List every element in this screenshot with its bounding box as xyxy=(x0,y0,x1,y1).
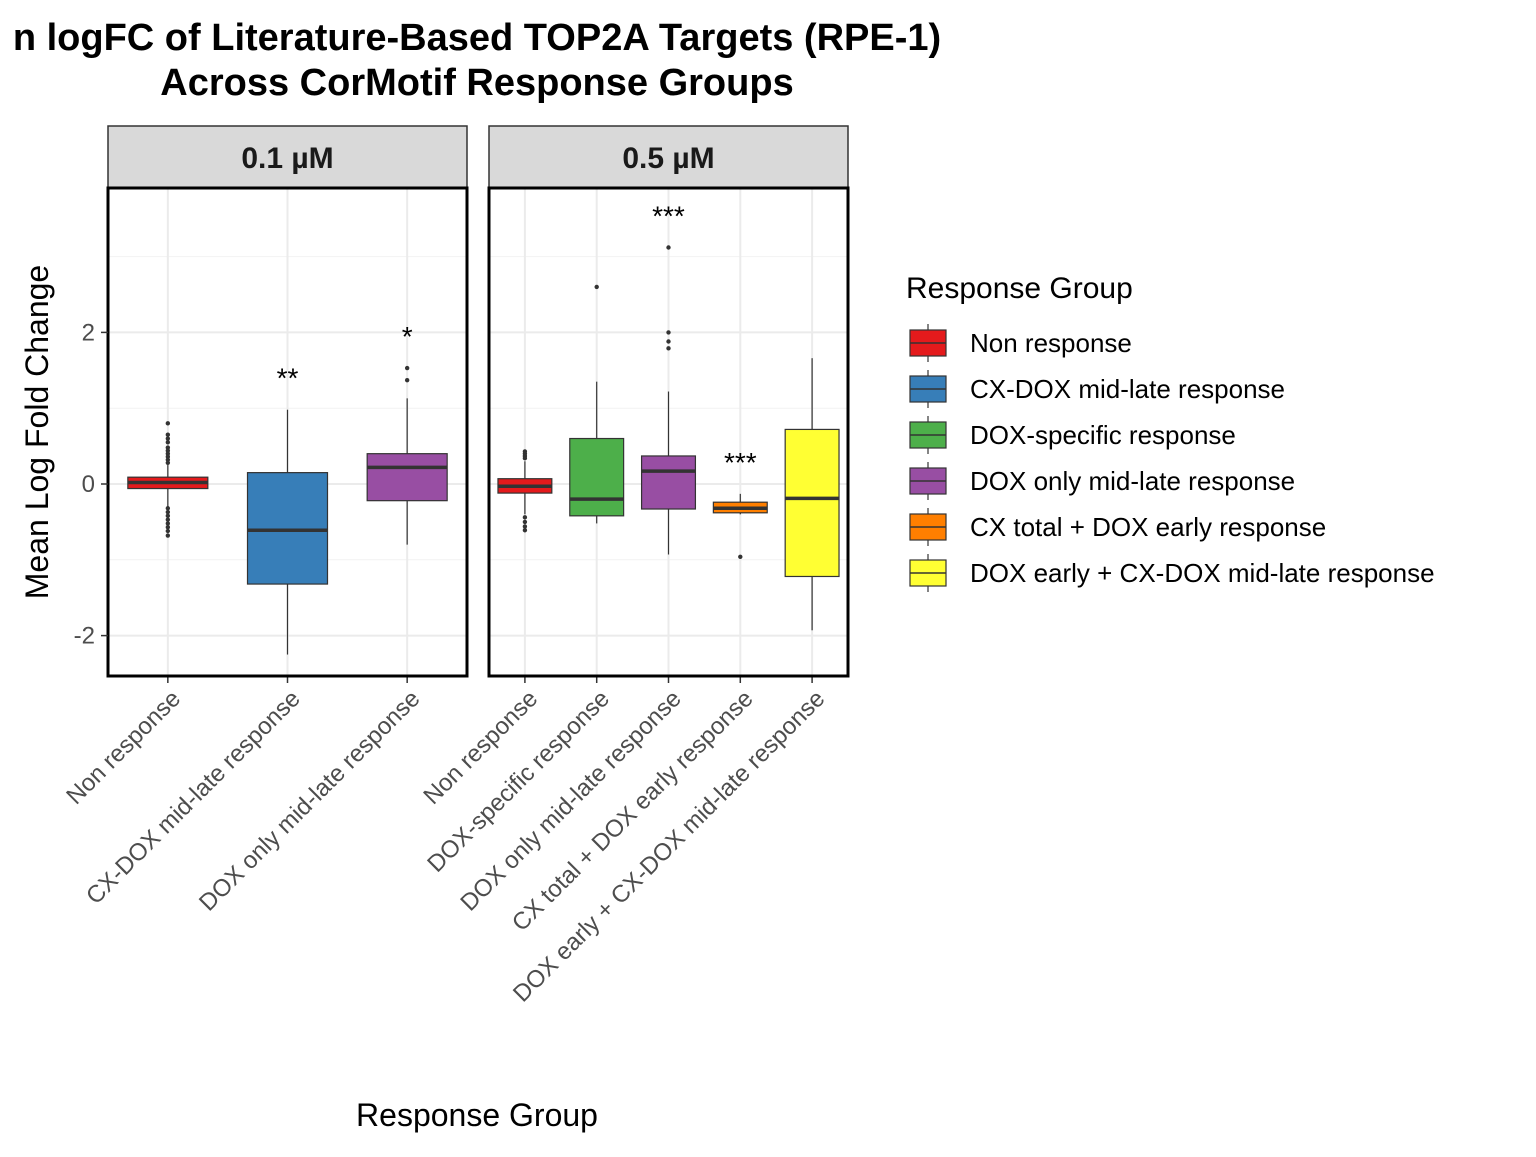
box xyxy=(366,453,448,502)
panel-border xyxy=(106,186,469,678)
significance-label: *** xyxy=(652,201,685,232)
outlier-point xyxy=(666,245,671,250)
y-axis-title: Mean Log Fold Change xyxy=(19,265,55,599)
significance-label: *** xyxy=(724,447,757,478)
outlier-point xyxy=(522,519,528,525)
facet-strip xyxy=(107,125,468,189)
outlier-point xyxy=(165,445,171,450)
legend-label: CX-DOX mid-late response xyxy=(970,374,1285,404)
legend-label: CX total + DOX early response xyxy=(970,512,1326,542)
y-tick-label: 2 xyxy=(82,319,95,346)
legend-label: DOX only mid-late response xyxy=(970,466,1295,496)
chart-title-line2: Across CorMotif Response Groups xyxy=(160,62,793,104)
outlier-point xyxy=(666,330,671,335)
outlier-point xyxy=(165,533,171,538)
legend-item: CX-DOX mid-late response xyxy=(909,370,1285,408)
outlier-point xyxy=(165,509,171,515)
significance-label: ** xyxy=(277,363,299,394)
legend-item: CX total + DOX early response xyxy=(909,508,1326,546)
outlier-point xyxy=(522,515,528,520)
outlier-point xyxy=(165,454,171,459)
y-axis: -2 0 2 xyxy=(74,319,108,650)
box xyxy=(784,428,840,578)
panel-border xyxy=(487,186,850,678)
box xyxy=(569,437,625,517)
legend-item: DOX early + CX-DOX mid-late response xyxy=(909,554,1435,592)
outlier-point xyxy=(738,554,743,559)
outlier-point xyxy=(165,521,171,526)
outlier-point xyxy=(165,436,171,441)
x-axis-title: Response Group xyxy=(356,1097,598,1133)
significance-label: * xyxy=(402,321,413,352)
legend-label: DOX early + CX-DOX mid-late response xyxy=(970,558,1435,588)
outlier-point xyxy=(165,525,171,530)
outlier-point xyxy=(522,528,528,533)
legend-label: Non response xyxy=(970,328,1132,358)
legend-label: DOX-specific response xyxy=(970,420,1236,450)
box xyxy=(640,455,697,510)
y-tick-label: 0 xyxy=(82,471,95,498)
outlier-point xyxy=(165,517,171,522)
outlier-point xyxy=(522,524,528,529)
outlier-point xyxy=(522,456,528,461)
facet-strip-label: 0.1 µM xyxy=(241,142,333,175)
outlier-point xyxy=(165,460,171,465)
legend-title: Response Group xyxy=(906,272,1133,305)
outlier-point xyxy=(165,457,171,462)
outlier-point xyxy=(666,346,671,351)
outlier-point xyxy=(666,339,671,344)
outlier-point xyxy=(165,448,171,453)
outlier-point xyxy=(165,528,171,534)
y-tick-label: -2 xyxy=(74,623,95,650)
outlier-point xyxy=(165,432,171,437)
legend-item: DOX only mid-late response xyxy=(909,462,1295,500)
outlier-point xyxy=(404,365,410,371)
box xyxy=(246,472,329,585)
legend: Response Group Non response CX-DOX mid-la… xyxy=(906,272,1435,592)
facet-strip-label: 0.5 µM xyxy=(622,142,714,175)
legend-item: DOX-specific response xyxy=(909,416,1236,454)
outlier-point xyxy=(594,284,599,290)
outlier-point xyxy=(165,451,171,456)
outlier-point xyxy=(404,377,410,383)
outlier-point xyxy=(165,440,171,445)
facet-strip xyxy=(488,125,849,189)
outlier-point xyxy=(165,506,171,511)
outlier-point xyxy=(165,513,171,519)
outlier-point xyxy=(165,421,171,426)
legend-item: Non response xyxy=(909,324,1132,362)
chart-title-line1: n logFC of Literature-Based TOP2A Target… xyxy=(13,17,941,59)
